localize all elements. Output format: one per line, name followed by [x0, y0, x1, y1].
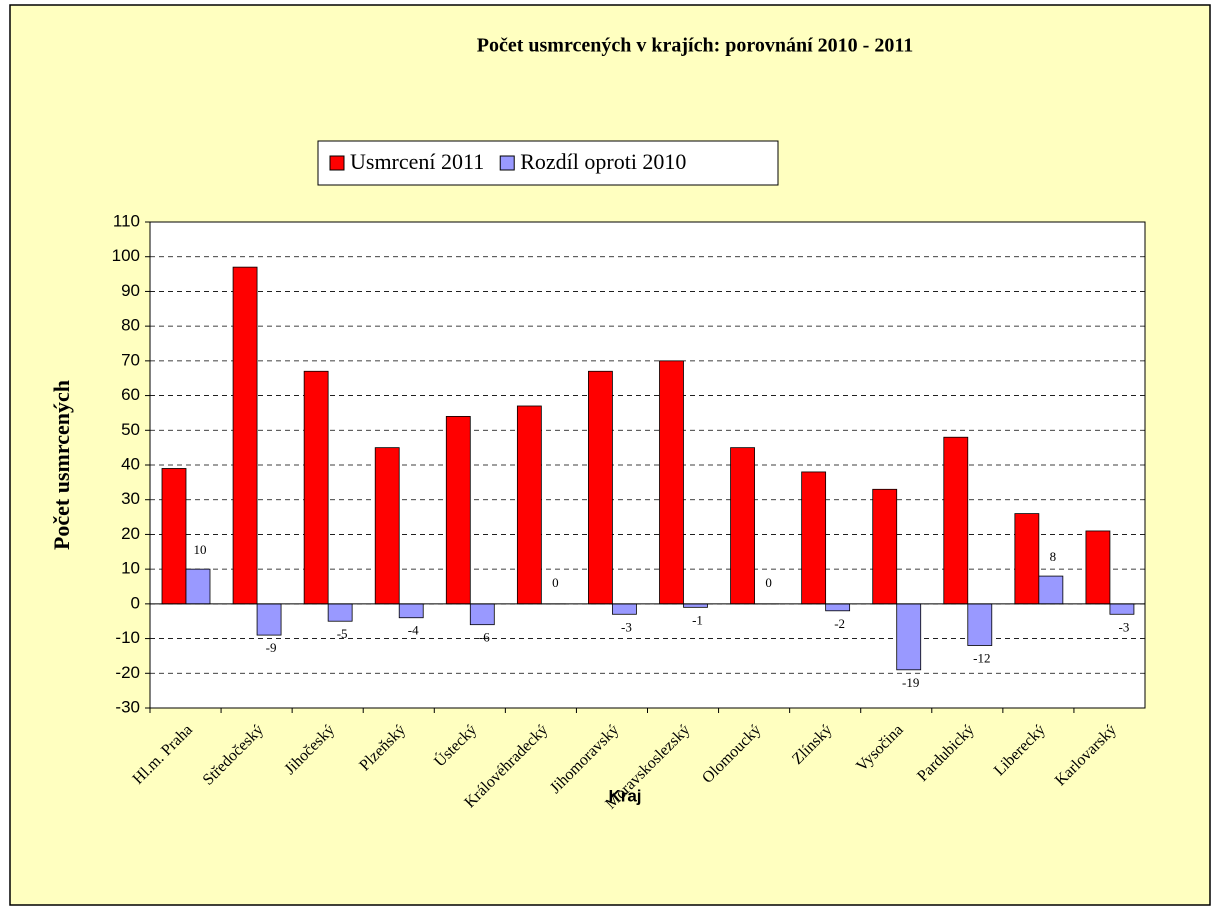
data-label: -4: [408, 623, 419, 638]
y-tick-label: 0: [131, 593, 140, 612]
y-tick-label: -20: [115, 663, 140, 682]
bar: [256, 603, 282, 636]
bar: [303, 370, 329, 605]
bar: [825, 603, 851, 612]
bar: [185, 568, 211, 605]
bar: [588, 370, 613, 605]
bar: [1109, 603, 1135, 615]
y-tick-label: 80: [121, 316, 140, 335]
bar: [872, 488, 898, 605]
data-label: -1: [692, 612, 703, 627]
data-label: 0: [765, 575, 772, 590]
data-label: -3: [621, 619, 632, 634]
bar: [398, 603, 424, 619]
data-label: -5: [337, 626, 348, 641]
bar: [161, 468, 187, 605]
data-label: -2: [834, 616, 845, 631]
y-axis-title: Počet usmrcených: [49, 380, 74, 550]
data-label: -3: [1119, 619, 1130, 634]
data-label: -19: [902, 675, 919, 690]
bar: [943, 436, 969, 605]
data-label: -6: [479, 630, 490, 645]
bar: [327, 603, 353, 622]
legend-swatch: [329, 155, 345, 171]
y-tick-label: 100: [112, 246, 140, 265]
legend-label: Rozdíl oproti 2010: [520, 149, 686, 174]
y-tick-label: -30: [115, 697, 140, 716]
bar: [1085, 530, 1111, 605]
bar: [896, 603, 922, 671]
bar: [683, 603, 708, 608]
y-tick-label: 50: [121, 420, 140, 439]
bar: [469, 603, 495, 626]
y-tick-label: 90: [121, 281, 140, 300]
bar: [659, 360, 684, 605]
y-tick-label: 40: [121, 454, 140, 473]
data-label: 8: [1050, 549, 1057, 564]
bar: [730, 447, 755, 605]
bar: [445, 415, 471, 605]
y-tick-label: 10: [121, 559, 140, 578]
legend-swatch: [499, 155, 515, 171]
data-label: -9: [266, 640, 277, 655]
data-label: 10: [194, 542, 207, 557]
bar: [374, 447, 400, 605]
bar: [1038, 575, 1064, 605]
y-tick-label: 60: [121, 385, 140, 404]
bar: [232, 266, 258, 605]
y-tick-label: -10: [115, 628, 140, 647]
y-tick-label: 30: [121, 489, 140, 508]
bar: [612, 603, 637, 615]
legend-box: [317, 140, 779, 186]
legend-label: Usmrcení 2011: [350, 149, 484, 174]
chart-title: Počet usmrcených v krajích: porovnání 20…: [477, 35, 913, 57]
y-tick-label: 110: [113, 211, 140, 230]
bar: [516, 405, 542, 605]
y-tick-label: 70: [121, 350, 140, 369]
x-axis-title: Kraj: [608, 786, 641, 805]
data-label: -12: [973, 650, 990, 665]
bar: [967, 603, 993, 646]
bar: [1014, 513, 1040, 605]
bar: [801, 471, 827, 605]
data-label: 0: [552, 575, 559, 590]
y-tick-label: 20: [121, 524, 140, 543]
